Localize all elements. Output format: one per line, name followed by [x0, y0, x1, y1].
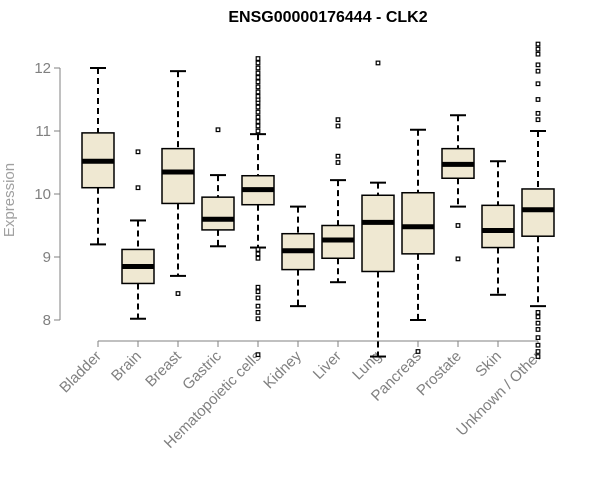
y-tick-label: 8	[43, 312, 51, 329]
x-tick-label: Breast	[142, 347, 185, 390]
outlier-point	[535, 97, 541, 102]
box-prostate	[441, 114, 475, 262]
x-tick-label: Skin	[472, 348, 505, 381]
outlier-point	[375, 60, 381, 66]
outlier-point	[255, 60, 261, 66]
outlier-point	[255, 303, 261, 309]
x-tick-label: Kidney	[260, 347, 305, 392]
outlier-point	[335, 117, 341, 123]
box-liver	[321, 117, 355, 284]
outlier-point	[215, 127, 221, 133]
outlier-point	[535, 314, 541, 320]
y-tick-label: 11	[35, 123, 51, 140]
outlier-point	[255, 70, 261, 76]
iqr-box	[201, 196, 235, 231]
box-gastric	[201, 127, 235, 248]
x-tick-label: Bladder	[56, 348, 105, 397]
outlier-point	[255, 93, 261, 99]
outlier-point	[535, 117, 541, 123]
outlier-point	[535, 349, 541, 354]
box-pancreas	[401, 128, 435, 354]
outlier-point	[255, 310, 261, 315]
outlier-point	[255, 316, 261, 322]
outlier-point	[135, 149, 141, 155]
outlier-point	[255, 114, 261, 120]
x-tick-label: Liver	[310, 348, 345, 383]
iqr-box	[361, 194, 395, 273]
outlier-point	[535, 354, 541, 359]
outlier-point	[535, 62, 541, 68]
outlier-point	[255, 109, 261, 115]
chart-title: ENSG00000176444 - CLK2	[228, 9, 427, 26]
outlier-point	[535, 81, 541, 87]
box-breast	[161, 70, 195, 296]
iqr-box	[481, 204, 515, 249]
iqr-box	[401, 191, 435, 255]
iqr-box	[521, 188, 555, 237]
outlier-point	[255, 352, 261, 358]
outlier-point	[335, 123, 341, 129]
outlier-point	[255, 123, 261, 129]
outlier-point	[535, 68, 541, 74]
outlier-point	[455, 223, 461, 228]
box-kidney	[281, 205, 315, 308]
outlier-point	[255, 79, 261, 85]
outlier-point	[175, 291, 181, 296]
boxes-group	[81, 41, 555, 359]
outlier-point	[255, 247, 261, 252]
y-axis: 8 9 10 11 12	[34, 60, 61, 329]
outlier-point	[255, 128, 261, 134]
outlier-point	[255, 104, 261, 110]
outlier-point	[335, 153, 341, 159]
iqr-box	[161, 147, 195, 205]
outlier-point	[535, 46, 541, 52]
outlier-point	[535, 335, 541, 341]
outlier-point	[535, 51, 541, 57]
outlier-point	[255, 295, 261, 301]
y-tick-label: 9	[43, 249, 51, 266]
y-tick-label: 12	[34, 60, 51, 77]
outlier-point	[255, 84, 261, 90]
outlier-point	[255, 251, 261, 257]
outlier-point	[255, 75, 261, 80]
y-tick-label: 10	[34, 186, 51, 203]
outlier-point	[135, 185, 141, 191]
outlier-point	[535, 110, 541, 116]
outlier-point	[535, 320, 541, 326]
x-tick-label: Brain	[108, 348, 145, 385]
x-tick-label: Prostate	[413, 348, 465, 400]
outlier-point	[415, 349, 421, 354]
outlier-point	[535, 310, 541, 315]
outlier-point	[255, 89, 261, 95]
box-skin	[481, 160, 515, 296]
box-bladder	[81, 67, 115, 246]
outlier-point	[255, 119, 261, 124]
box-brain	[121, 149, 155, 320]
outlier-point	[535, 41, 541, 47]
outlier-point	[535, 327, 541, 332]
outlier-point	[255, 56, 261, 61]
outlier-point	[255, 284, 261, 290]
box-lung	[361, 60, 395, 358]
outlier-point	[455, 256, 461, 262]
box-hematopoietic-cells	[241, 56, 275, 358]
x-tick-label: Lung	[349, 348, 385, 384]
y-axis-label: Expression	[1, 163, 18, 237]
outlier-point	[535, 342, 541, 348]
outlier-point	[255, 65, 261, 71]
box-unknown-other	[521, 41, 555, 359]
outlier-point	[335, 160, 341, 165]
outlier-point	[255, 255, 261, 261]
outlier-point	[255, 289, 261, 295]
